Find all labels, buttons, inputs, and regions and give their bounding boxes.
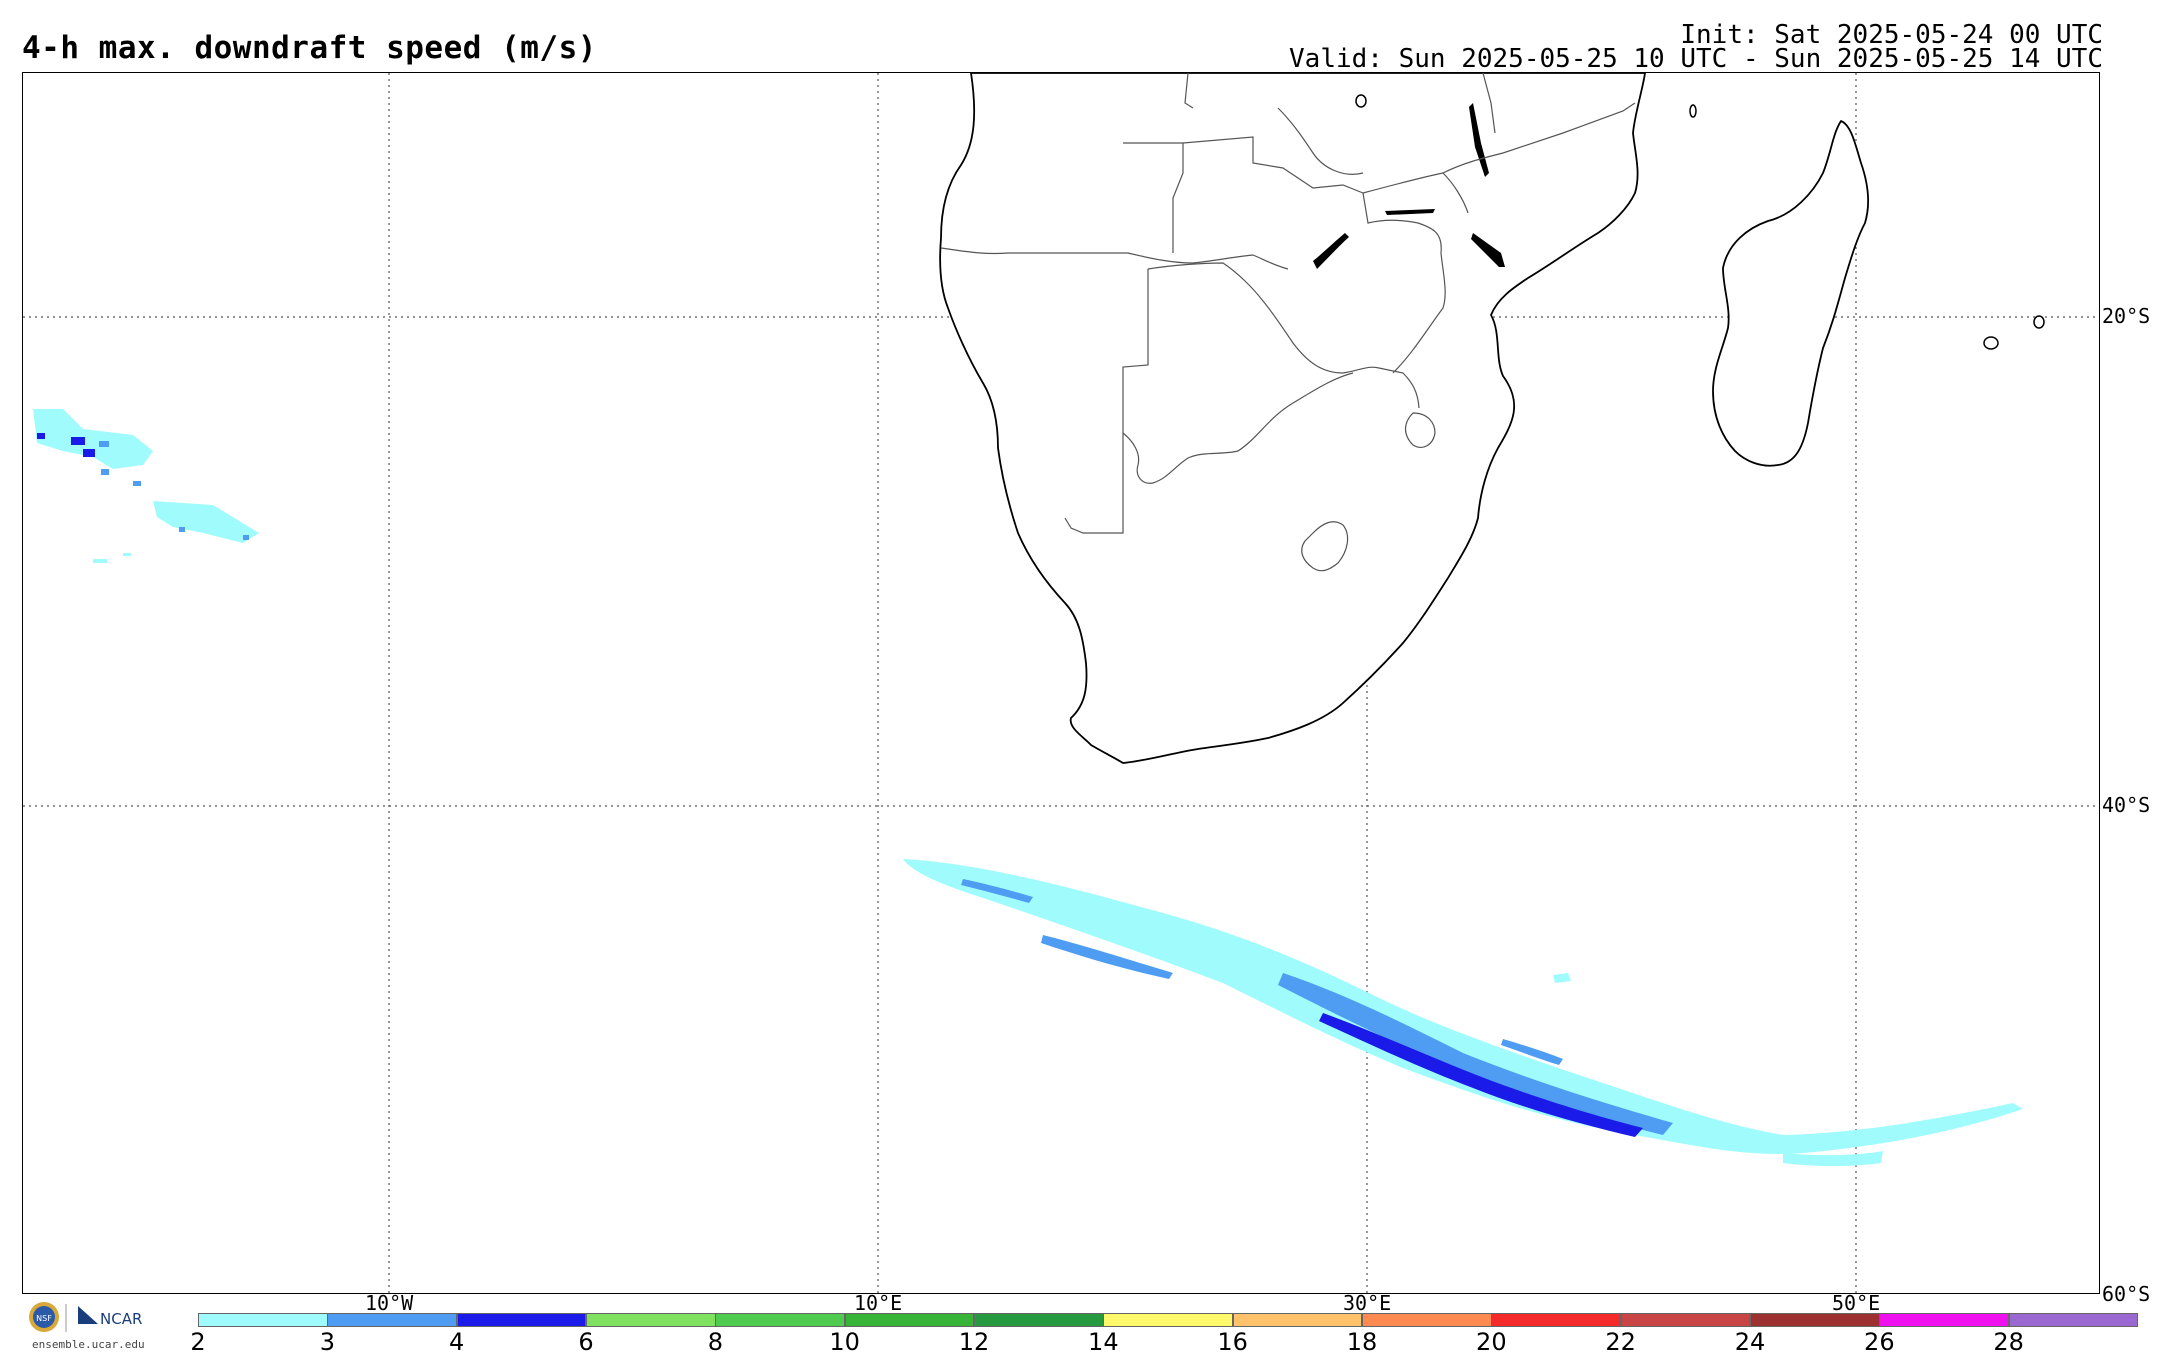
colorbar-swatch <box>586 1313 716 1327</box>
lon-label-10e: 10°E <box>854 1291 903 1315</box>
init-time: Init: Sat 2025-05-24 00 UTC <box>1680 20 2103 50</box>
colorbar-swatch <box>1750 1313 1880 1327</box>
lon-label-50e: 50°E <box>1832 1291 1881 1315</box>
colorbar-swatch <box>327 1313 458 1327</box>
colorbar-tick-label: 12 <box>958 1328 990 1356</box>
svg-text:NCAR: NCAR <box>100 1310 142 1328</box>
lat-label-40s: 40°S <box>2102 793 2151 817</box>
colorbar-tick-label: 22 <box>1605 1328 1636 1356</box>
svg-text:NSF: NSF <box>36 1314 52 1323</box>
map-canvas <box>23 73 2099 1293</box>
colorbar-swatch <box>198 1313 328 1327</box>
downdraft-field-band <box>903 859 2023 1166</box>
colorbar-swatch <box>1362 1313 1492 1327</box>
colorbar-swatch <box>1879 1313 2010 1327</box>
colorbar-tick-label: 6 <box>578 1328 594 1356</box>
mauritius-island <box>2033 315 2045 329</box>
colorbar-swatch <box>1491 1313 1622 1327</box>
ensemble-url: ensemble.ucar.edu <box>32 1338 145 1351</box>
lat-label-20s: 20°S <box>2102 304 2151 328</box>
colorbar-tick-label: 4 <box>449 1328 465 1356</box>
colorbar-tick-label: 24 <box>1734 1328 1766 1356</box>
africa-coastline <box>939 73 1646 764</box>
colorbar-tick-label: 26 <box>1864 1328 1895 1356</box>
colorbar-tick-label: 3 <box>319 1328 335 1356</box>
colorbar-swatch <box>715 1313 846 1327</box>
colorbar-swatch <box>1232 1313 1363 1327</box>
map-panel <box>22 72 2100 1294</box>
nsf-ncar-logo: NSF NCAR <box>29 1302 142 1332</box>
valid-time-range: Valid: Sun 2025-05-25 10 UTC - Sun 2025-… <box>1289 44 2103 74</box>
colorbar-tick-label: 14 <box>1088 1328 1119 1356</box>
reunion-island <box>1983 336 1999 350</box>
colorbar-swatch <box>974 1313 1104 1327</box>
lon-label-10w: 10°W <box>365 1291 414 1315</box>
colorbar-tick-label: 2 <box>190 1328 206 1356</box>
colorbar-tick-label: 10 <box>829 1328 860 1356</box>
lat-label-60s: 60°S <box>2102 1282 2151 1306</box>
lon-label-30e: 30°E <box>1343 1291 1392 1315</box>
colorbar-swatch <box>1620 1313 1751 1327</box>
colorbar-swatch <box>456 1313 587 1327</box>
downdraft-field-west <box>33 409 259 563</box>
map-title: 4-h max. downdraft speed (m/s) <box>22 30 597 66</box>
colorbar-tick-label: 28 <box>1993 1328 2024 1356</box>
colorbar-swatch <box>1103 1313 1234 1327</box>
colorbar-swatch <box>2008 1313 2139 1327</box>
colorbar-tick-label: 8 <box>707 1328 723 1356</box>
colorbar-swatch <box>844 1313 975 1327</box>
colorbar-tick-label: 20 <box>1476 1328 1507 1356</box>
madagascar-coastline <box>1712 120 1870 467</box>
colorbar-tick-label: 16 <box>1217 1328 1248 1356</box>
colorbar-tick-label: 18 <box>1346 1328 1378 1356</box>
country-borders <box>940 73 1636 572</box>
